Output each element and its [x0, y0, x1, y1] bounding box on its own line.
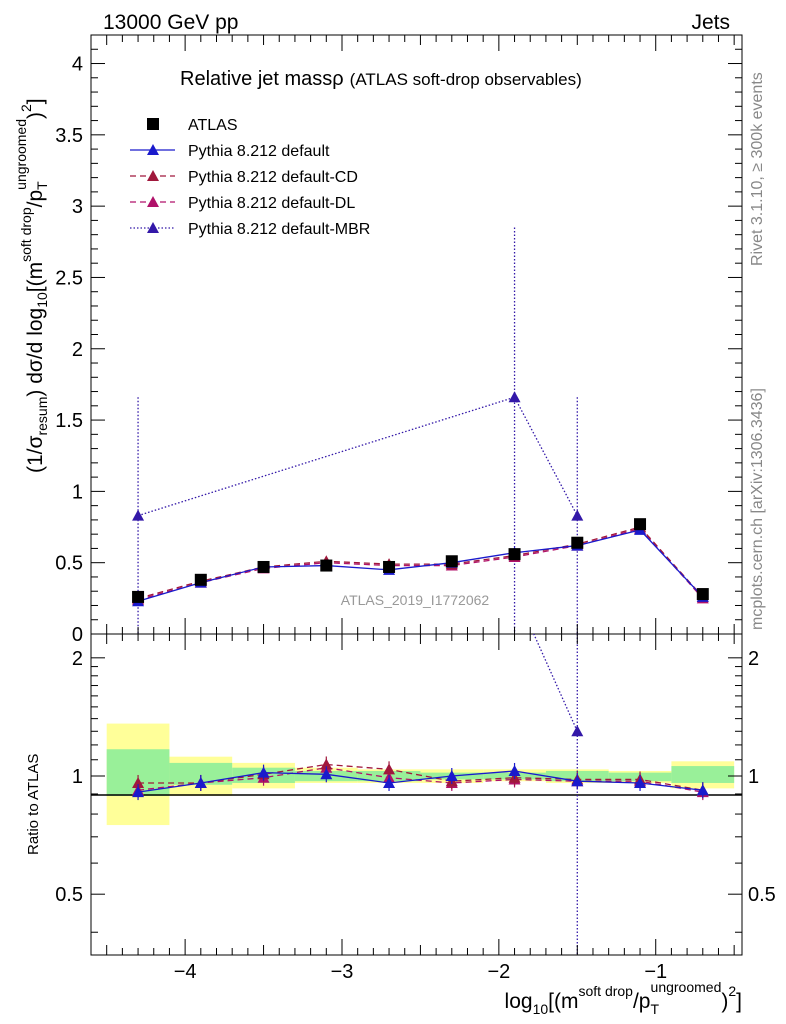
legend-label: Pythia 8.212 default-MBR — [188, 221, 370, 238]
legend-label: Pythia 8.212 default-CD — [188, 169, 358, 186]
atlas-data-point — [320, 559, 333, 572]
legend-marker — [147, 196, 159, 207]
ratio-point — [383, 763, 396, 775]
mc-data-point — [508, 391, 521, 403]
y-tick-label: 3.5 — [55, 125, 83, 147]
ratio-point — [571, 725, 584, 737]
ratio-point — [194, 776, 207, 788]
ratio-point — [696, 784, 709, 796]
atlas-data-point — [383, 560, 396, 573]
legend-entry: Pythia 8.212 default — [130, 143, 330, 160]
ratio-line — [138, 763, 703, 791]
ratio-point — [320, 768, 333, 780]
y-tick-label: 0.5 — [55, 553, 83, 575]
main-series-clipped — [132, 227, 709, 634]
ratio-point — [508, 764, 521, 776]
main-axes: 0 0.5 1 1.5 2 2.5 3 3.5 4 — [55, 35, 742, 646]
legend-label: Pythia 8.212 default-DL — [188, 195, 355, 212]
y-tick-label: 3 — [72, 196, 83, 218]
legend-marker — [147, 144, 159, 155]
atlas-data-point — [634, 518, 647, 531]
ratio-axes: −4 −3 −2 −1 0.5 0.5 1 1 2 2 — [55, 634, 776, 983]
x-axis-label: log10[(msoft drop/pTungroomed)2] — [505, 979, 742, 1017]
legend: ATLAS Pythia 8.212 default Pythia 8.212 de… — [130, 117, 370, 238]
ratio-point — [509, 585, 521, 596]
ratio-y-tick-label: 1 — [72, 766, 83, 788]
analysis-watermark: ATLAS_2019_I1772062 — [341, 592, 490, 608]
ratio-y-tick-label-right: 2 — [748, 648, 759, 670]
y-axis-label-top: (1/σresum) dσ/d log10[(msoft drop/pTungr… — [13, 98, 50, 473]
x-tick-label: −3 — [331, 961, 354, 983]
series-line — [137, 396, 578, 517]
y-tick-label: 1 — [72, 481, 83, 503]
ratio-y-tick-label: 2 — [72, 648, 83, 670]
x-tick-label: −1 — [644, 961, 667, 983]
ratio-series — [132, 585, 709, 955]
stat-uncertainty-band — [169, 762, 233, 785]
ratio-point — [132, 776, 145, 788]
stat-uncertainty-band — [671, 766, 735, 783]
ratio-point — [383, 776, 396, 788]
plot-title: Relative jet massρ (ATLAS soft-drop obser… — [180, 68, 582, 90]
atlas-data-point — [445, 555, 458, 568]
legend-entry: Pythia 8.212 default-MBR — [130, 221, 370, 238]
series-line — [137, 529, 704, 602]
ratio-y-tick-label-right: 0.5 — [748, 884, 776, 906]
ratio-point — [132, 786, 145, 798]
ratio-series-clipped — [132, 585, 709, 955]
legend-entry: Pythia 8.212 default-CD — [130, 169, 358, 186]
mcplots-note: mcplots.cern.ch [arXiv:1306.3436] — [749, 388, 766, 630]
ratio-point — [634, 776, 647, 788]
plot-title-main: Relative jet massρ — [180, 68, 344, 90]
ratio-y-tick-label-right: 1 — [748, 766, 759, 788]
ratio-line — [137, 767, 703, 793]
plot-title-sub: (ATLAS soft-drop observables) — [350, 70, 582, 89]
atlas-data-point — [508, 548, 521, 561]
y-tick-label: 2.5 — [55, 267, 83, 289]
atlas-data-point — [571, 536, 584, 549]
legend-entry: ATLAS — [147, 117, 238, 134]
ratio-point — [257, 766, 270, 778]
legend-marker — [147, 118, 159, 130]
legend-label: ATLAS — [188, 117, 238, 134]
legend-marker — [147, 170, 159, 181]
atlas-data-point — [132, 590, 145, 603]
mc-data-point — [571, 509, 584, 521]
ratio-point — [445, 770, 458, 782]
y-axis-label-bottom: Ratio to ATLAS — [25, 754, 42, 855]
x-tick-label: −2 — [487, 961, 510, 983]
legend-label: Pythia 8.212 default — [188, 143, 330, 160]
ratio-point — [571, 775, 584, 787]
x-tick-label: −4 — [174, 961, 197, 983]
rivet-note: Rivet 3.1.10, ≥ 300k events — [749, 72, 766, 266]
ratio-point — [320, 758, 333, 770]
legend-marker — [147, 222, 159, 233]
atlas-data-point — [194, 573, 207, 586]
ratio-line — [137, 770, 703, 793]
header-left: 13000 GeV pp — [103, 11, 238, 34]
legend-entry: Pythia 8.212 default-DL — [130, 195, 355, 212]
ratio-y-tick-label: 0.5 — [55, 884, 83, 906]
atlas-data-point — [696, 588, 709, 601]
main-series — [132, 227, 709, 634]
y-tick-label: 0 — [72, 624, 83, 646]
series-line — [137, 526, 704, 599]
y-tick-label: 2 — [72, 339, 83, 361]
series-line — [137, 527, 704, 601]
y-tick-label: 1.5 — [55, 410, 83, 432]
atlas-data-point — [257, 560, 270, 573]
header-right: Jets — [691, 11, 730, 34]
mc-data-point — [132, 509, 145, 521]
y-tick-label: 4 — [72, 54, 83, 76]
